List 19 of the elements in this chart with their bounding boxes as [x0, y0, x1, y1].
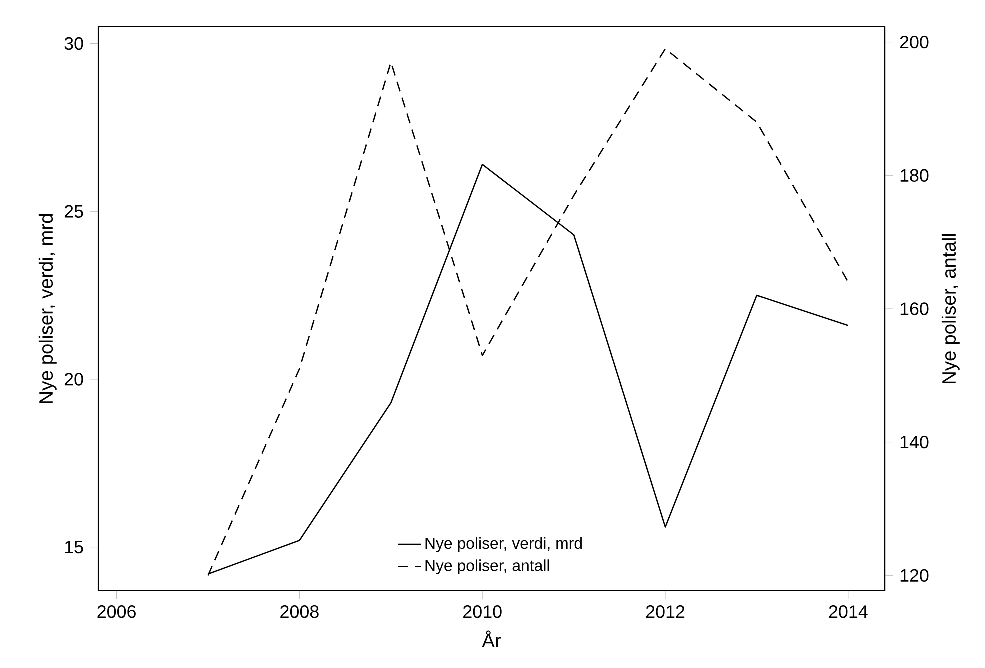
x-tick-label: 2010: [464, 606, 502, 618]
x-tick-label: 2014: [829, 606, 868, 618]
y-tick-label: 20: [64, 373, 84, 386]
y-axis-title: Nye poliser, verdi, mrd: [38, 214, 57, 404]
y-tick-label: 25: [64, 205, 84, 218]
y2-tick-label: 120: [900, 569, 929, 582]
legend-label: Nye poliser, antall: [426, 560, 550, 574]
y-tick-label: 15: [65, 541, 84, 554]
y2-tick-label: 200: [900, 36, 929, 49]
y2-axis-title: Nye poliser, antall: [942, 234, 960, 384]
legend-label: Nye poliser, verdi, mrd: [426, 537, 582, 552]
x-tick-label: 2012: [646, 606, 685, 618]
x-tick-label: 2008: [280, 606, 319, 618]
x-tick-label: 2006: [98, 606, 136, 618]
y2-tick-label: 160: [900, 302, 929, 316]
y2-tick-label: 180: [900, 169, 929, 182]
x-axis-title: År: [482, 630, 502, 648]
y-tick-label: 30: [64, 37, 84, 50]
y2-tick-label: 140: [900, 436, 929, 449]
